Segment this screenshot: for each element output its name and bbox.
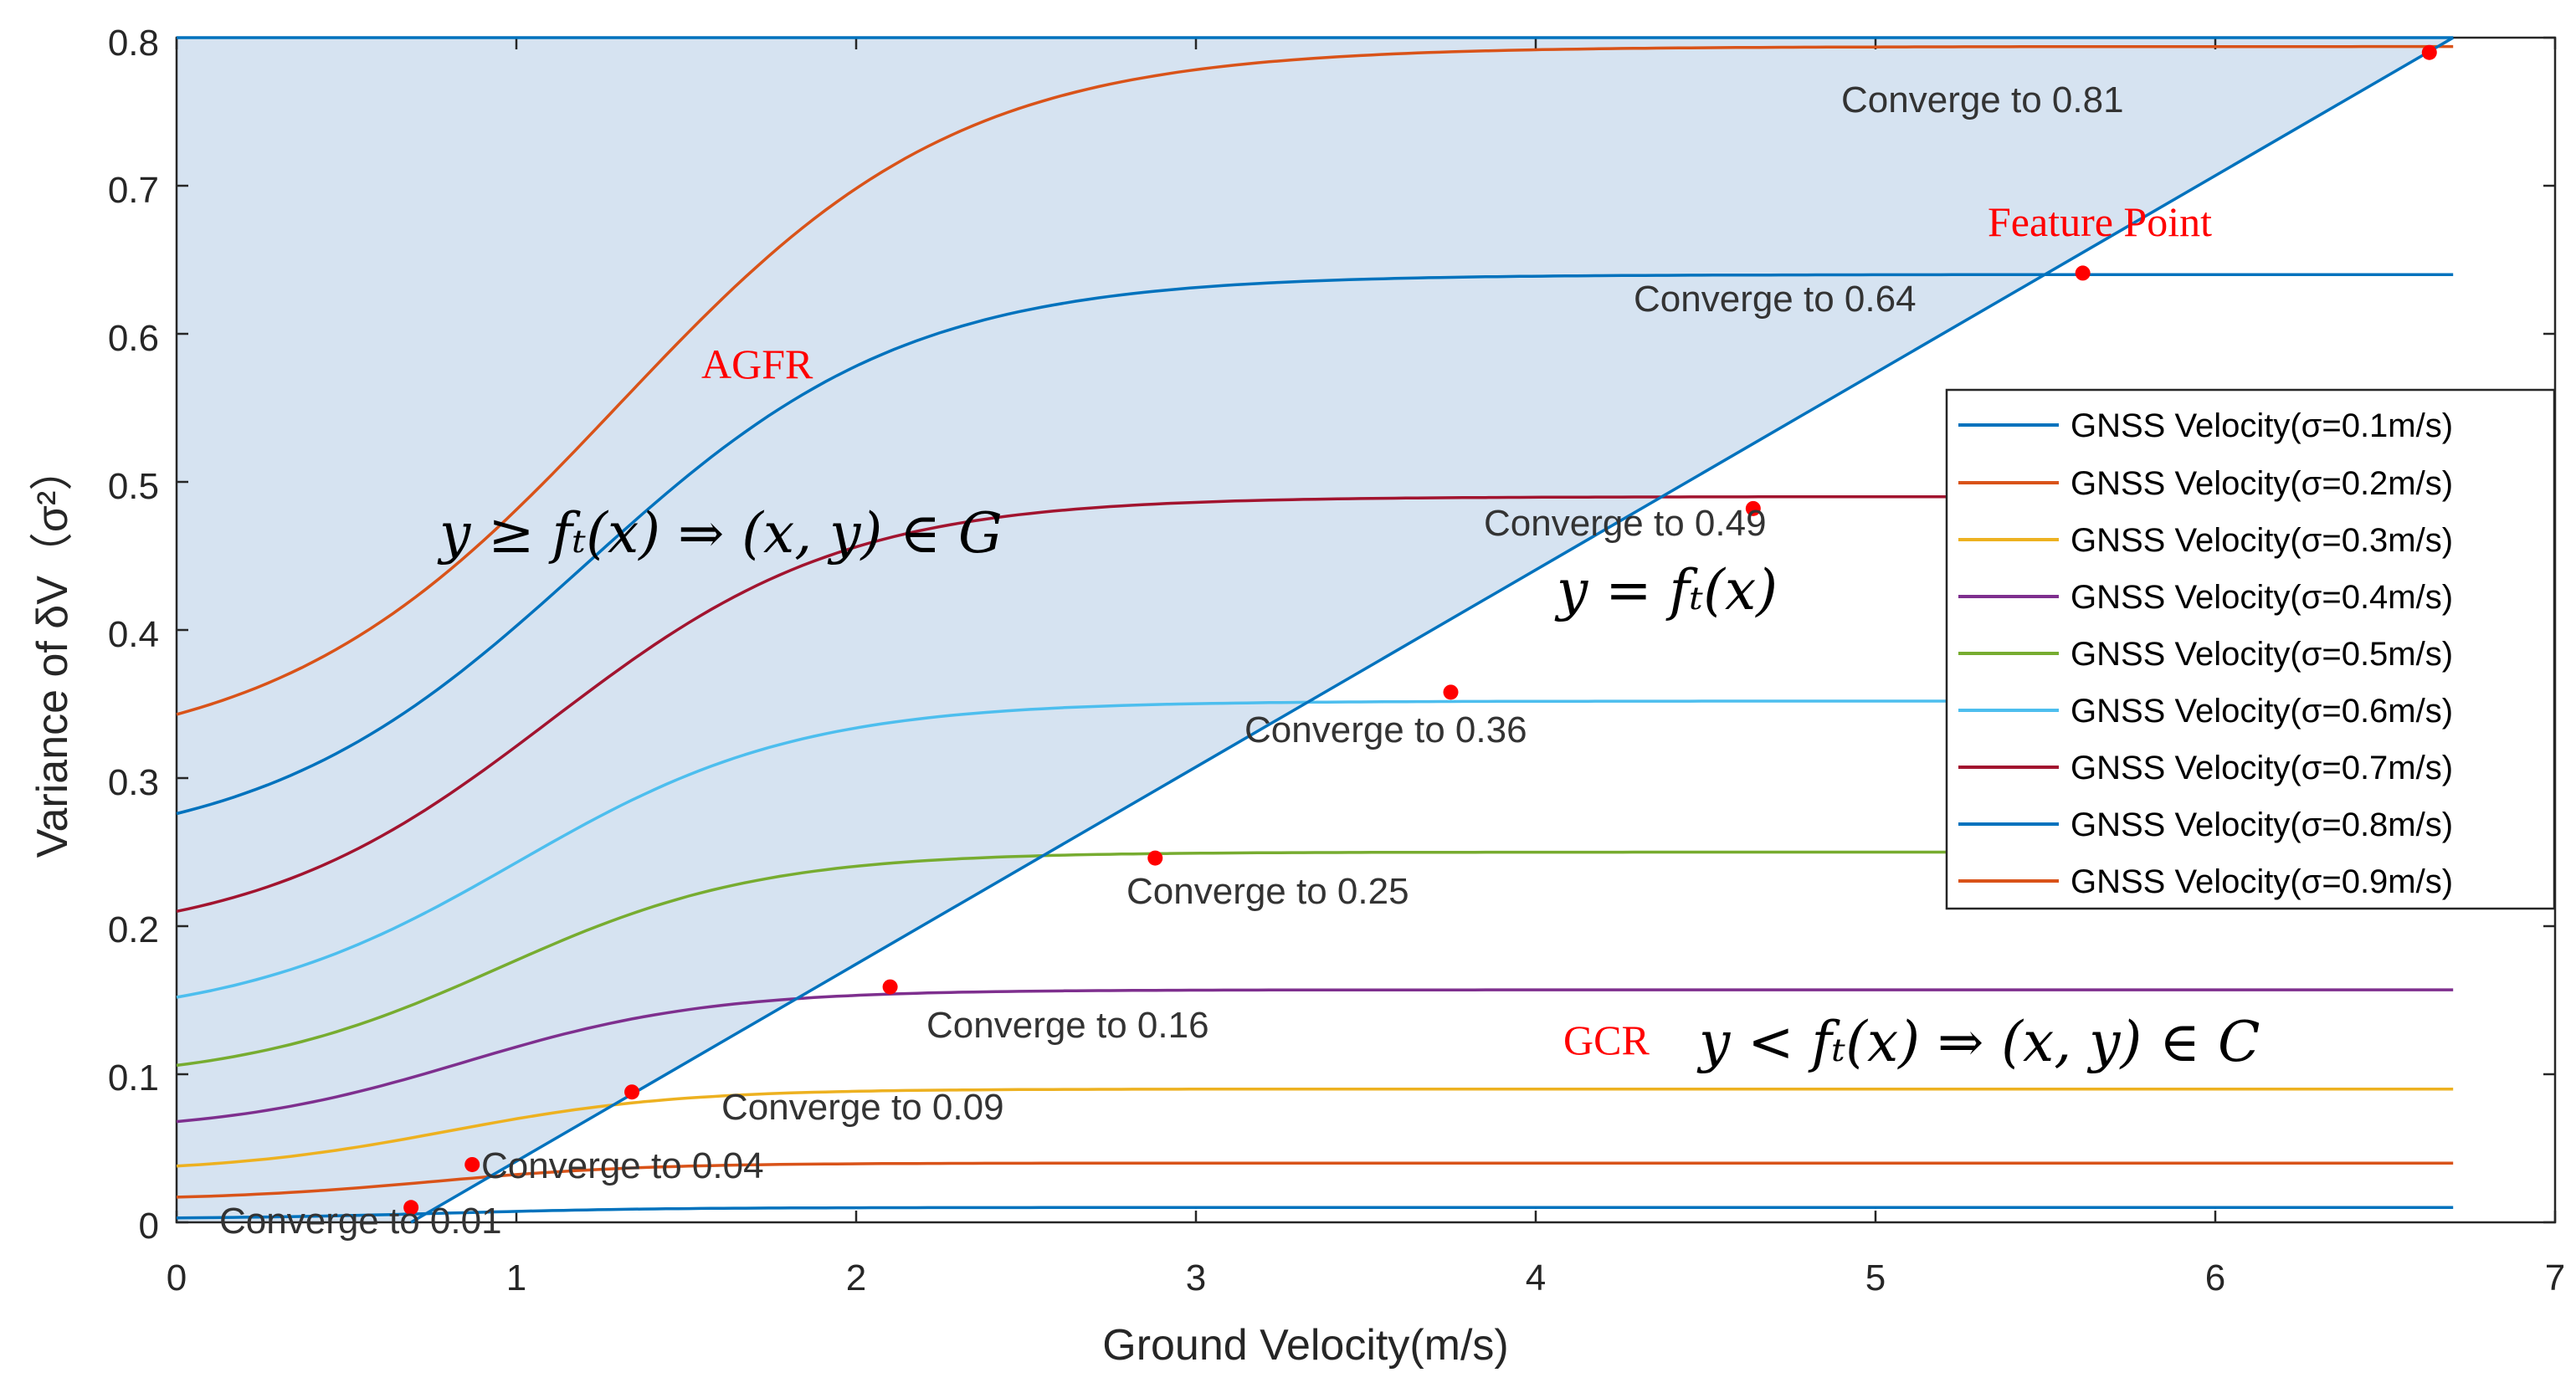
feature-point-marker [882,979,898,995]
gcr-label: GCR [1563,1017,1650,1063]
legend-entry: GNSS Velocity(σ=0.2m/s) [1958,465,2453,502]
legend-label: GNSS Velocity(σ=0.5m/s) [2071,636,2453,673]
agfr-label: AGFR [701,341,813,387]
feature-point-marker [1443,684,1459,700]
y-tick-label: 0.4 [108,614,159,655]
converge-label-036: Converge to 0.36 [1244,709,1527,750]
legend-label: GNSS Velocity(σ=0.6m/s) [2071,693,2453,730]
y-tick-labels: 0 0.1 0.2 0.3 0.4 0.5 0.6 0.7 0.8 [108,23,159,1247]
legend-entry: GNSS Velocity(σ=0.1m/s) [1958,407,2453,444]
legend-entry: GNSS Velocity(σ=0.5m/s) [1958,636,2453,673]
x-tick-label: 7 [2545,1257,2565,1298]
feature-point-marker [1147,850,1163,866]
legend-entry: GNSS Velocity(σ=0.4m/s) [1958,579,2453,616]
legend-label: GNSS Velocity(σ=0.9m/s) [2071,863,2453,900]
feature-point-marker [403,1200,419,1216]
converge-label-001: Converge to 0.01 [219,1201,502,1242]
y-axis-label: Variance of δV（σ²） [28,448,77,858]
series-line-sigma-8 [176,273,2454,816]
y-tick-label: 0.5 [108,466,159,507]
converge-label-081: Converge to 0.81 [1841,79,2124,120]
feature-point-marker [624,1084,640,1100]
x-tick-label: 2 [846,1257,866,1298]
converge-label-064: Converge to 0.64 [1634,279,1917,320]
legend-label: GNSS Velocity(σ=0.3m/s) [2071,522,2453,559]
series-line-sigma-1 [176,1206,2454,1220]
x-tick-label: 0 [167,1257,187,1298]
series-line-sigma-4 [176,988,2454,1124]
feature-point-marker [464,1156,480,1172]
formula-boundary: y = fₜ(x) [1554,558,1778,622]
legend-label: GNSS Velocity(σ=0.2m/s) [2071,465,2453,502]
x-tick-label: 3 [1186,1257,1206,1298]
x-tick-label: 4 [1526,1257,1546,1298]
y-tick-label: 0.3 [108,762,159,803]
legend-entry: GNSS Velocity(σ=0.3m/s) [1958,522,2453,559]
x-tick-label: 5 [1865,1257,1886,1298]
converge-label-016: Converge to 0.16 [926,1005,1209,1046]
feature-point-marker [2421,44,2437,60]
boundary-line [410,36,2455,1224]
legend-entry: GNSS Velocity(σ=0.7m/s) [1958,750,2453,786]
converge-labels: Converge to 0.81 Converge to 0.64 Conver… [219,79,2124,1242]
agfr-region-fill [177,38,2454,1222]
x-tick-labels: 0 1 2 3 4 5 6 7 [167,1257,2565,1298]
x-tick-label: 1 [506,1257,526,1298]
y-tick-label: 0 [139,1206,159,1247]
converge-label-025: Converge to 0.25 [1126,871,1409,912]
legend-label: GNSS Velocity(σ=0.4m/s) [2071,579,2453,616]
y-tick-label: 0.8 [108,23,159,64]
series-line-sigma-3 [176,1087,2454,1168]
feature-point-marker [1745,500,1761,516]
x-tick-label: 6 [2205,1257,2225,1298]
formula-region-c: y < fₜ(x) ⇒ (x, y) ∈ C [1696,1010,2260,1074]
feature-point-label: Feature Point [1988,198,2212,245]
y-tick-label: 0.2 [108,909,159,950]
legend-box [1945,388,2556,910]
legend-label: GNSS Velocity(σ=0.8m/s) [2071,807,2453,843]
legend-entry: GNSS Velocity(σ=0.6m/s) [1958,693,2453,730]
converge-label-004: Converge to 0.04 [481,1145,764,1186]
y-tick-label: 0.7 [108,170,159,211]
series-line-sigma-9 [176,44,2454,716]
legend: GNSS Velocity(σ=0.1m/s) GNSS Velocity(σ=… [1945,388,2556,910]
x-axis-label: Ground Velocity(m/s) [1102,1321,1509,1370]
formula-region-g: y ≥ fₜ(x) ⇒ (x, y) ∈ G [437,501,1003,566]
legend-entry: GNSS Velocity(σ=0.9m/s) [1958,863,2453,900]
legend-label: GNSS Velocity(σ=0.7m/s) [2071,750,2453,786]
converge-label-049: Converge to 0.49 [1484,503,1767,544]
y-tick-label: 0.1 [108,1058,159,1099]
converge-label-009: Converge to 0.09 [721,1087,1004,1128]
y-tick-label: 0.6 [108,318,159,359]
series-line-sigma-2 [176,1161,2454,1199]
plot-area [175,36,2557,1224]
legend-label: GNSS Velocity(σ=0.1m/s) [2071,407,2453,444]
legend-entry: GNSS Velocity(σ=0.8m/s) [1958,807,2453,843]
feature-point-marker [2075,265,2091,281]
